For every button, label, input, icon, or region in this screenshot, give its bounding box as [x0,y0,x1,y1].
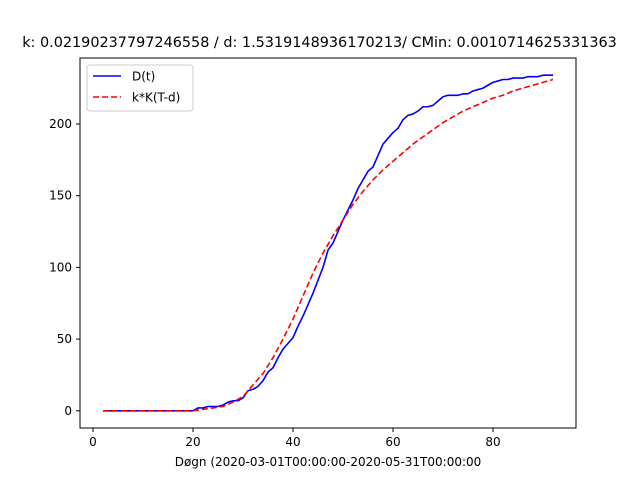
legend-label-d: D(t) [132,70,155,84]
x-axis-label: Døgn (2020-03-01T00:00:00-2020-05-31T00:… [175,455,482,469]
x-tick-label: 0 [89,435,97,449]
x-tick-label: 40 [285,435,300,449]
y-tick-label: 0 [64,404,72,418]
x-tick-label: 20 [185,435,200,449]
y-tick-label: 50 [57,332,72,346]
legend-label-fit: k*K(T-d) [132,91,180,105]
x-tick-label: 60 [385,435,400,449]
y-tick-label: 100 [49,260,72,274]
chart-title: k: 0.021902377972465​58 / d: 1.531914893… [22,35,617,51]
y-tick-label: 150 [49,189,72,203]
y-tick-label: 200 [49,117,72,131]
legend: D(t) k*K(T-d) [86,64,194,112]
series-line-1 [103,78,554,412]
x-axis: 0 20 40 60 80 [89,428,501,449]
series-layer [103,74,554,412]
y-axis: 0 50 100 150 200 [49,117,80,418]
x-tick-label: 80 [485,435,500,449]
plot-frame [79,57,577,429]
